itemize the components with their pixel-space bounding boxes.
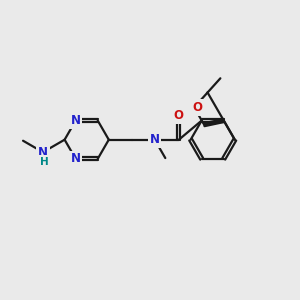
Text: N: N xyxy=(150,133,160,146)
Text: N: N xyxy=(71,114,81,127)
Text: O: O xyxy=(174,109,184,122)
Text: O: O xyxy=(193,101,203,114)
Text: N: N xyxy=(38,146,48,159)
Text: H: H xyxy=(40,157,49,166)
Text: N: N xyxy=(71,152,81,165)
